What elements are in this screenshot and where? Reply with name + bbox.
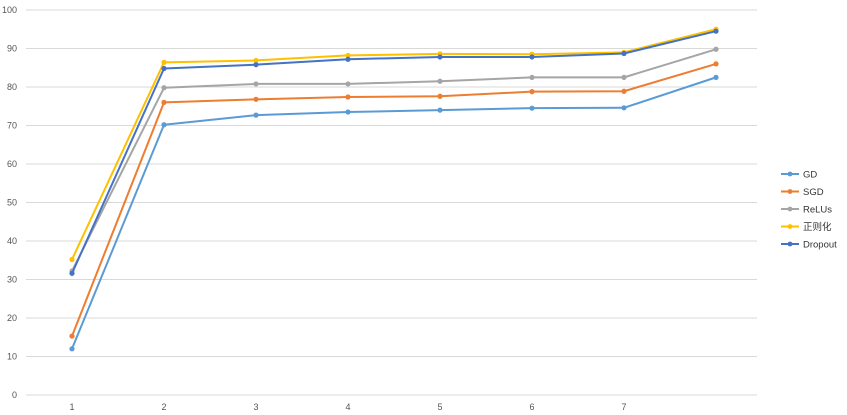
y-tick-label: 80 [7,82,17,92]
x-tick-label: 7 [621,402,626,412]
y-tick-label: 70 [7,121,17,131]
x-tick-label: 3 [253,402,258,412]
data-point [253,81,259,87]
x-tick-label: 2 [161,402,166,412]
data-point [161,59,167,65]
data-point [621,50,627,57]
data-point [713,46,719,52]
y-tick-label: 100 [2,5,17,15]
y-tick-label: 0 [12,390,17,400]
data-point [69,346,75,352]
y-tick-label: 60 [7,159,17,169]
x-tick-label: 6 [529,402,534,412]
data-point [345,52,351,59]
series-0 [69,74,719,352]
data-point [437,93,443,99]
legend-label: Dropout [803,240,837,251]
legend-swatch-marker [787,241,793,247]
legend-item: GD [781,170,817,181]
x-tick-label: 5 [437,402,442,412]
y-tick-label: 40 [7,236,17,246]
data-point [529,89,535,95]
data-point [529,74,535,80]
legend-swatch-marker [787,171,793,177]
data-point [345,56,351,62]
series-3 [69,26,719,263]
y-tick-label: 90 [7,44,17,54]
series-line [71,48,717,272]
legend: GD SGD ReLUs 正则化 Dropout [781,170,837,251]
y-tick-label: 20 [7,313,17,323]
data-point [253,112,259,118]
data-point [437,54,443,60]
legend-label: ReLUs [803,205,832,216]
data-point [437,78,443,84]
x-axis-tick-labels: 1 2 3 4 5 6 7 [69,402,626,412]
data-point [253,62,259,68]
data-point [69,256,75,263]
series-line [71,76,717,350]
series-1 [69,61,719,339]
data-point [621,105,627,111]
y-tick-label: 10 [7,352,17,362]
y-axis-tick-labels: 0 10 20 30 40 50 60 70 80 90 100 [2,5,17,400]
series-line [71,30,717,274]
legend-item: 正则化 [781,221,832,233]
data-point [529,54,535,60]
data-point [345,109,351,115]
gridlines [26,9,757,396]
x-tick-label: 1 [69,402,74,412]
series-line [71,28,717,260]
legend-label: SGD [803,187,824,198]
data-point [345,81,351,87]
data-point [621,88,627,94]
data-point [529,105,535,111]
data-point [345,94,351,100]
data-point [713,61,719,67]
data-point [253,96,259,102]
legend-label: GD [803,170,817,181]
series-4 [69,28,719,276]
data-point [713,28,719,34]
series-line [71,62,717,337]
data-point [69,270,75,276]
data-point [161,85,167,91]
data-point [161,99,167,105]
data-point [69,333,75,339]
series-2 [69,46,719,274]
legend-swatch-marker [787,189,793,194]
legend-label: 正则化 [803,221,832,233]
data-point [621,74,627,80]
legend-swatch-marker [787,224,793,229]
y-tick-label: 30 [7,275,17,285]
data-point [161,65,167,72]
series-lines [69,26,719,352]
y-tick-label: 50 [7,198,17,208]
legend-swatch-marker [787,206,793,212]
legend-item: SGD [781,187,824,198]
legend-item: ReLUs [781,205,832,216]
x-tick-label: 4 [345,402,350,412]
data-point [437,107,443,113]
data-point [253,57,259,64]
data-point [161,122,167,128]
legend-item: Dropout [781,240,837,251]
data-point [713,74,719,80]
